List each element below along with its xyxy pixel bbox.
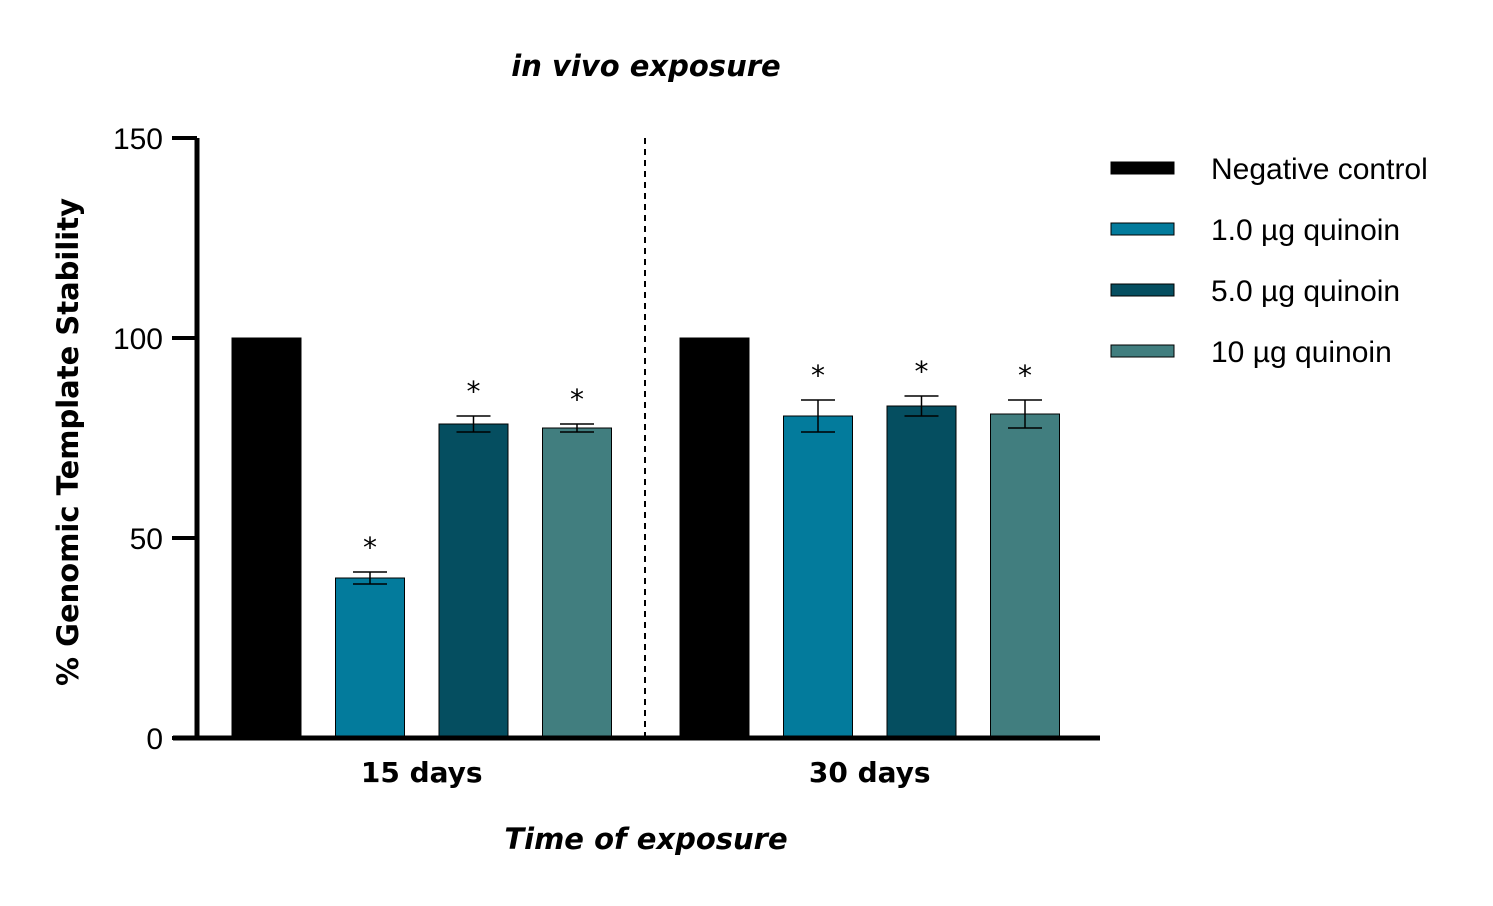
legend-entry-1: 1.0 µg quinoin <box>1211 214 1400 247</box>
bar-2-0 <box>438 423 509 739</box>
y-tick-label-150: 150 <box>113 123 163 156</box>
legend-entry-2: 5.0 µg quinoin <box>1211 275 1400 308</box>
bar-2-1 <box>886 405 957 739</box>
significance-marker-1-0: * <box>363 531 377 564</box>
legend: Negative control 1.0 µg quinoin 5.0 µg qui… <box>1110 153 1428 369</box>
bar-1-1 <box>783 415 853 739</box>
y-axis-label: % Genomic Template Stability <box>51 198 85 686</box>
bar-3-1 <box>990 413 1060 739</box>
y-tick-label-50: 50 <box>130 523 163 556</box>
legend-swatch-3 <box>1110 344 1175 358</box>
bar-1-0 <box>335 577 405 739</box>
legend-swatch-2 <box>1110 283 1175 297</box>
chart-title: in vivo exposure <box>511 49 780 83</box>
significance-marker-3-1: * <box>1018 359 1032 392</box>
legend-swatch-1 <box>1110 222 1175 236</box>
x-tick-label-0: 15 days <box>361 756 483 789</box>
significance-marker-3-0: * <box>570 383 584 416</box>
significance-marker-1-1: * <box>811 359 825 392</box>
y-tick-label-100: 100 <box>113 323 163 356</box>
legend-swatch-0 <box>1110 161 1175 175</box>
plot-area: * * * * * * 0 50 100 150 15 days 30 days <box>113 123 1100 789</box>
bar-0-0 <box>231 337 302 739</box>
legend-entry-0: Negative control <box>1211 153 1428 186</box>
significance-marker-2-1: * <box>915 355 929 388</box>
x-axis-label: Time of exposure <box>504 822 787 856</box>
significance-marker-2-0: * <box>467 375 481 408</box>
y-tick-label-0: 0 <box>146 723 163 756</box>
bar-3-0 <box>542 427 612 739</box>
x-tick-label-1: 30 days <box>809 756 931 789</box>
bar-0-1 <box>679 337 750 739</box>
legend-entry-3: 10 µg quinoin <box>1211 336 1392 369</box>
